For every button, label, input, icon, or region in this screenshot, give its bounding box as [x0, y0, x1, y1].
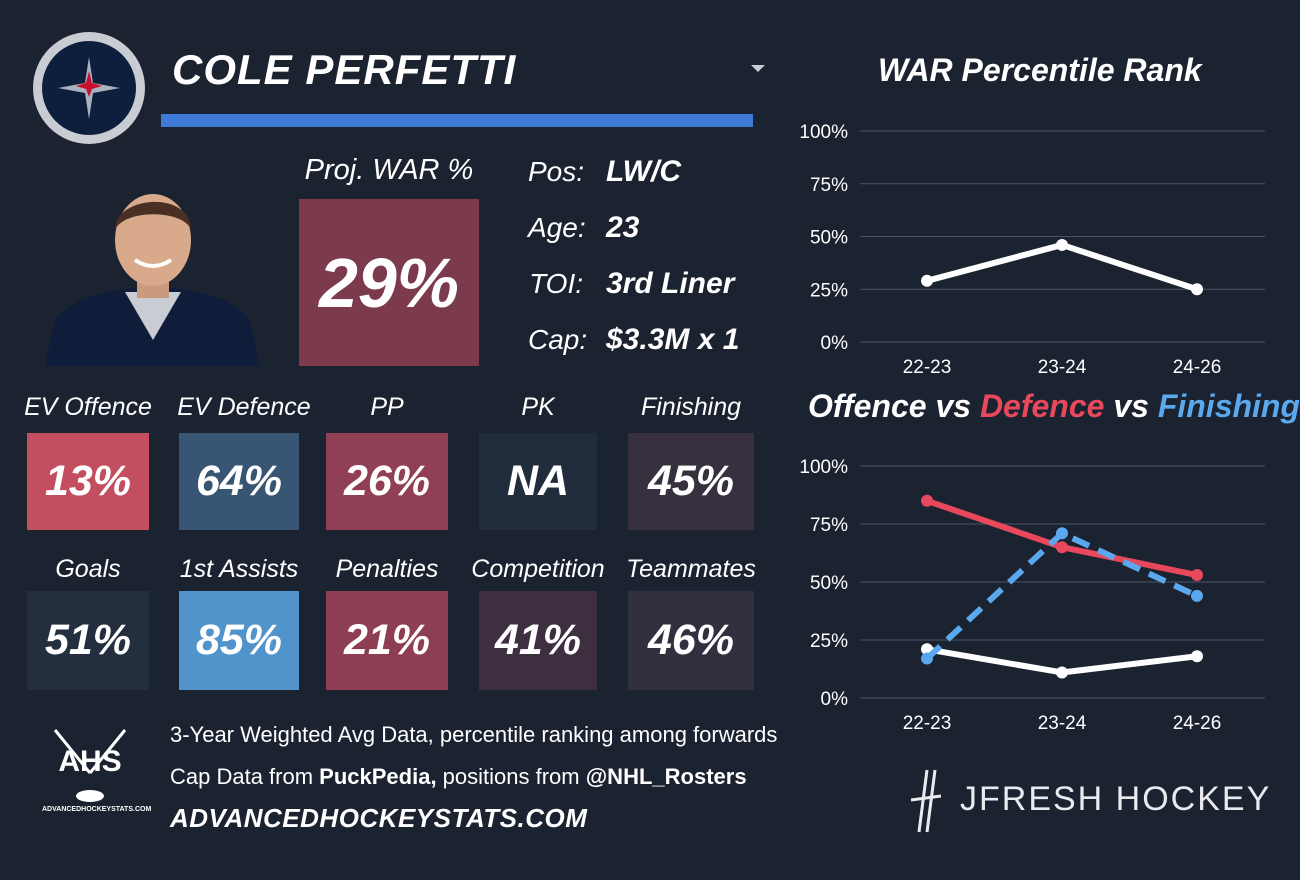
x-tick-label: 24-26 — [1173, 713, 1222, 734]
ovd-title-finishing: Finishing — [1157, 388, 1300, 424]
data-point-offence — [1056, 666, 1068, 679]
ovd-title-offence: Offence vs — [808, 388, 980, 424]
finishing-box: 45% — [628, 433, 754, 530]
pos-label: Pos: — [528, 156, 585, 187]
y-tick-label: 50% — [810, 228, 848, 249]
footer-line2: Cap Data from PuckPedia, positions from … — [170, 764, 747, 790]
y-tick-label: 50% — [810, 573, 848, 594]
x-tick-label: 23-24 — [1038, 713, 1087, 734]
data-point-0 — [921, 274, 933, 287]
war-percentile-chart: 0% 25% 50% 75% 100% 22-23 23-24 24-26 — [799, 122, 1265, 378]
nhl-rosters-link[interactable]: @NHL_Rosters — [585, 764, 747, 789]
penalties-label: Penalties — [335, 555, 439, 583]
teammates-label: Teammates — [626, 555, 756, 583]
toi-label: TOI: — [529, 268, 583, 299]
data-point-offence — [1191, 650, 1203, 663]
hockey-sticks-icon — [45, 728, 135, 813]
first-assists-label: 1st Assists — [179, 555, 299, 583]
name-underline — [161, 114, 753, 127]
player-name: COLE PERFETTI — [172, 46, 517, 93]
pp-box: 26% — [326, 433, 448, 530]
data-point-finishing — [1056, 527, 1068, 540]
site-link[interactable]: ADVANCEDHOCKEYSTATS.COM — [170, 803, 588, 833]
teammates-box: 46% — [628, 591, 754, 690]
penalties-box: 21% — [326, 591, 448, 690]
data-point-defence — [921, 494, 933, 507]
x-tick-label: 24-26 — [1173, 357, 1222, 378]
series-line-0 — [926, 241, 1198, 293]
y-tick-label: 75% — [810, 515, 848, 536]
ovd-title-defence: Defence — [979, 388, 1105, 424]
ev-defence-box: 64% — [179, 433, 299, 530]
x-tick-label: 22-23 — [903, 713, 952, 734]
goals-label: Goals — [55, 555, 121, 583]
data-point-0 — [1191, 283, 1203, 296]
pp-label: PP — [370, 393, 404, 421]
jet-icon — [42, 41, 136, 135]
pk-label: PK — [521, 393, 555, 421]
finishing-label: Finishing — [640, 393, 742, 421]
x-tick-label: 23-24 — [1038, 357, 1087, 378]
team-logo — [33, 32, 145, 144]
ev-offence-box: 13% — [27, 433, 149, 530]
ovd-chart: 0% 25% 50% 75% 100% 22-23 23-24 24-26 — [799, 457, 1265, 734]
y-tick-label: 25% — [810, 631, 848, 652]
ev-defence-label: EV Defence — [177, 393, 311, 421]
data-point-defence — [1056, 541, 1068, 554]
data-point-finishing — [1191, 589, 1203, 602]
chevron-down-icon[interactable] — [751, 65, 765, 72]
first-assists-box: 85% — [179, 591, 299, 690]
ovd-title-vs: vs — [1104, 388, 1158, 424]
goals-box: 51% — [27, 591, 149, 690]
x-tick-label: 22-23 — [903, 357, 952, 378]
proj-war-value: 29% — [299, 199, 479, 366]
war-chart-title: WAR Percentile Rank — [878, 52, 1202, 88]
y-tick-label: 0% — [821, 689, 849, 710]
ev-offence-label: EV Offence — [24, 393, 152, 421]
pos-value: LW/C — [606, 155, 681, 188]
player-headshot — [45, 180, 260, 366]
y-tick-label: 100% — [799, 122, 848, 143]
footer-line2-prefix: Cap Data from — [170, 764, 320, 789]
pk-box: NA — [479, 433, 597, 530]
age-value: 23 — [606, 211, 640, 244]
footer-line1: 3-Year Weighted Avg Data, percentile ran… — [170, 722, 778, 747]
competition-box: 41% — [479, 591, 597, 690]
puckpedia-link[interactable]: PuckPedia, — [319, 764, 437, 789]
y-tick-label: 100% — [799, 457, 848, 478]
ahs-logo-subtext: ADVANCEDHOCKEYSTATS.COM — [42, 806, 152, 813]
data-point-finishing — [921, 652, 933, 665]
ovd-chart-title: Offence vs Defence vs Finishing — [808, 388, 1300, 425]
data-point-0 — [1056, 238, 1068, 251]
ahs-logo-text: AHS — [58, 745, 122, 778]
footer-line2-mid: positions from — [436, 764, 586, 789]
cap-value: $3.3M x 1 — [606, 323, 740, 356]
jfresh-logo-icon — [905, 766, 945, 841]
toi-value: 3rd Liner — [606, 267, 735, 300]
data-point-defence — [1191, 569, 1203, 582]
jfresh-brand: JFRESH HOCKEY — [960, 780, 1272, 818]
competition-label: Competition — [471, 555, 605, 583]
y-tick-label: 75% — [810, 175, 848, 196]
proj-war-label: Proj. WAR % — [304, 154, 474, 186]
y-tick-label: 25% — [810, 280, 848, 301]
cap-label: Cap: — [528, 324, 588, 355]
age-label: Age: — [528, 212, 586, 243]
y-tick-label: 0% — [821, 333, 849, 354]
